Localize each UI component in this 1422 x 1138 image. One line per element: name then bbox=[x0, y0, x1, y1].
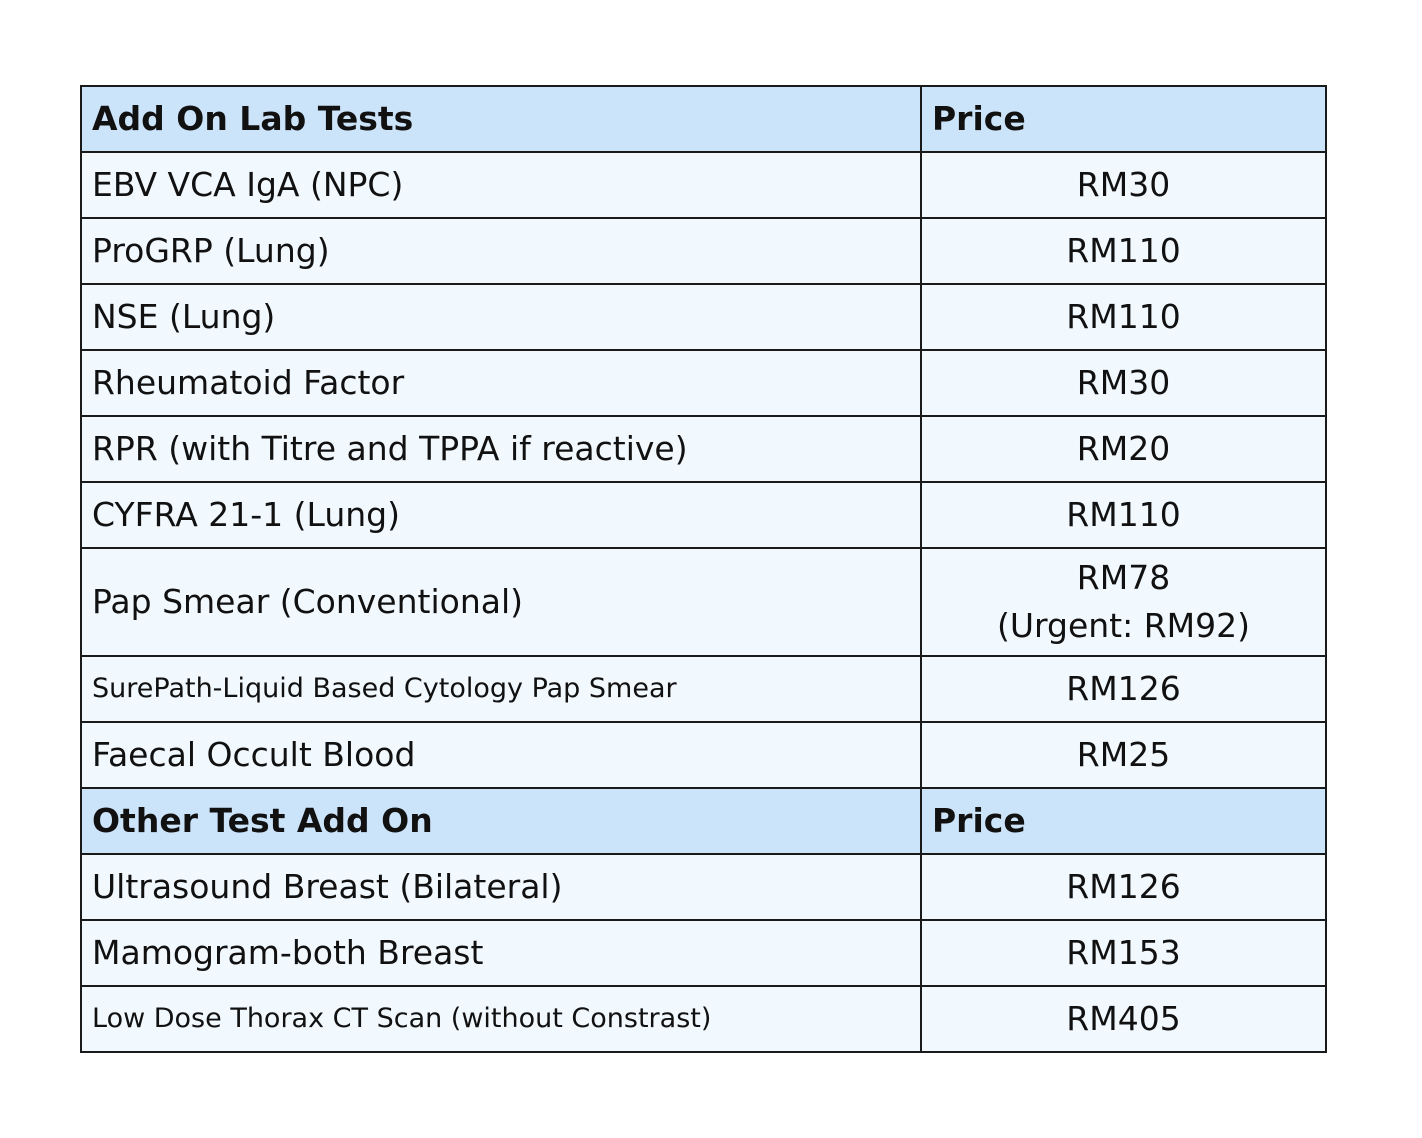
section-header-lab-tests: Add On Lab Tests Price bbox=[80, 85, 1327, 153]
add-on-price-table: Add On Lab Tests Price EBV VCA IgA (NPC)… bbox=[80, 85, 1327, 1053]
table-row: CYFRA 21-1 (Lung) RM110 bbox=[80, 481, 1327, 549]
test-price: RM110 bbox=[920, 283, 1327, 351]
test-name: Mamogram-both Breast bbox=[80, 919, 922, 987]
test-price: RM25 bbox=[920, 721, 1327, 789]
test-price: RM110 bbox=[920, 481, 1327, 549]
test-name: ProGRP (Lung) bbox=[80, 217, 922, 285]
test-name: CYFRA 21-1 (Lung) bbox=[80, 481, 922, 549]
test-price: RM126 bbox=[920, 853, 1327, 921]
test-price: RM20 bbox=[920, 415, 1327, 483]
urgent-price-note: (Urgent: RM92) bbox=[997, 606, 1250, 645]
test-name: Low Dose Thorax CT Scan (without Constra… bbox=[80, 985, 922, 1053]
test-name: SurePath-Liquid Based Cytology Pap Smear bbox=[80, 655, 922, 723]
test-price: RM30 bbox=[920, 151, 1327, 219]
test-name: Rheumatoid Factor bbox=[80, 349, 922, 417]
table-row: SurePath-Liquid Based Cytology Pap Smear… bbox=[80, 655, 1327, 723]
column-header-test-name: Add On Lab Tests bbox=[80, 85, 922, 153]
column-header-price: Price bbox=[920, 787, 1327, 855]
test-name: EBV VCA IgA (NPC) bbox=[80, 151, 922, 219]
table-row: Mamogram-both Breast RM153 bbox=[80, 919, 1327, 987]
table-row: Rheumatoid Factor RM30 bbox=[80, 349, 1327, 417]
test-name: Ultrasound Breast (Bilateral) bbox=[80, 853, 922, 921]
table-row: EBV VCA IgA (NPC) RM30 bbox=[80, 151, 1327, 219]
test-name: Faecal Occult Blood bbox=[80, 721, 922, 789]
table-row: Faecal Occult Blood RM25 bbox=[80, 721, 1327, 789]
test-price: RM153 bbox=[920, 919, 1327, 987]
table-row: ProGRP (Lung) RM110 bbox=[80, 217, 1327, 285]
test-name: RPR (with Titre and TPPA if reactive) bbox=[80, 415, 922, 483]
test-price: RM110 bbox=[920, 217, 1327, 285]
column-header-price: Price bbox=[920, 85, 1327, 153]
table-row: RPR (with Titre and TPPA if reactive) RM… bbox=[80, 415, 1327, 483]
test-price: RM405 bbox=[920, 985, 1327, 1053]
test-name: Pap Smear (Conventional) bbox=[80, 547, 922, 657]
table-row: Ultrasound Breast (Bilateral) RM126 bbox=[80, 853, 1327, 921]
table-row: NSE (Lung) RM110 bbox=[80, 283, 1327, 351]
test-price: RM78 bbox=[1076, 558, 1171, 598]
section-header-other-tests: Other Test Add On Price bbox=[80, 787, 1327, 855]
column-header-test-name: Other Test Add On bbox=[80, 787, 922, 855]
test-price: RM30 bbox=[920, 349, 1327, 417]
test-price: RM126 bbox=[920, 655, 1327, 723]
table-row: Pap Smear (Conventional) RM78 (Urgent: R… bbox=[80, 547, 1327, 657]
table-row: Low Dose Thorax CT Scan (without Constra… bbox=[80, 985, 1327, 1053]
test-name: NSE (Lung) bbox=[80, 283, 922, 351]
test-price-cell: RM78 (Urgent: RM92) bbox=[920, 547, 1327, 657]
